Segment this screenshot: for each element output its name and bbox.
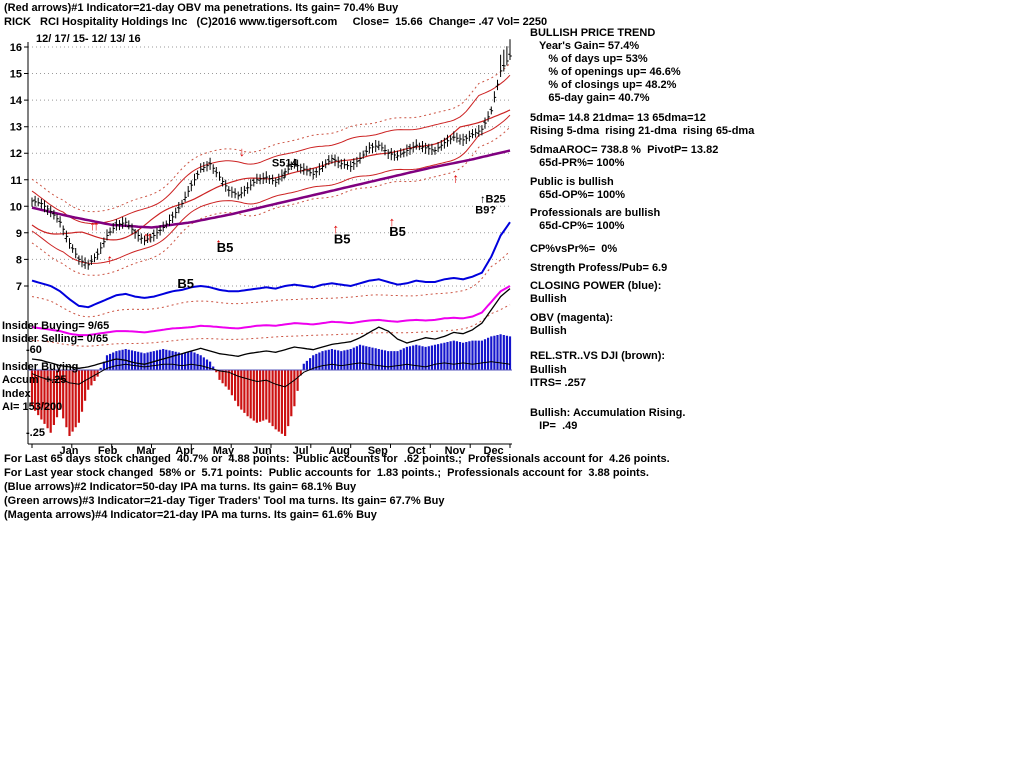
analysis-panel-line: % of closings up= 48.2% bbox=[530, 79, 677, 91]
analysis-panel-line: Bullish bbox=[530, 364, 567, 376]
analysis-panel-line: CP%vsPr%= 0% bbox=[530, 243, 618, 255]
indicator-1-legend: (Red arrows)#1 Indicator=21-day OBV ma p… bbox=[4, 2, 399, 14]
month-axis-label: Aug bbox=[329, 445, 350, 457]
price-axis-tick-label: 8 bbox=[16, 254, 22, 266]
footer-line: (Green arrows)#3 Indicator=21-day Tiger … bbox=[4, 495, 445, 507]
chart-left-label: AI= 153/200 bbox=[2, 401, 63, 413]
analysis-panel-line: 5dmaAROC= 738.8 % PivotP= 13.82 bbox=[530, 144, 719, 156]
signal-label: B5 bbox=[389, 224, 406, 239]
signal-arrow-red: ↑ bbox=[452, 170, 459, 185]
analysis-panel: BULLISH PRICE TREND Year's Gain= 57.4% %… bbox=[530, 0, 1020, 450]
price-chart: ↑↑↑↑↑ ↑B5B5↓S514↓↑B5↑B5↑↑B25B9?1615141312… bbox=[10, 39, 512, 457]
rel-strength-line bbox=[31, 288, 511, 369]
chart-left-label: Index bbox=[2, 388, 31, 400]
price-axis-tick-label: 11 bbox=[10, 175, 22, 187]
price-axis-tick-label: 7 bbox=[16, 281, 22, 293]
obv-line bbox=[31, 285, 511, 337]
accumulation-bars-positive bbox=[99, 334, 512, 370]
price-axis-tick-label: 13 bbox=[10, 122, 22, 134]
signal-arrow-red: ↑ bbox=[332, 221, 339, 236]
analysis-panel-line: Public is bullish bbox=[530, 176, 614, 188]
closing-power-line bbox=[31, 221, 511, 309]
signal-arrow-red: ↑ bbox=[389, 214, 396, 229]
signal-arrow-red: ↑ bbox=[107, 251, 114, 266]
signal-label: ↓ bbox=[281, 166, 288, 181]
signal-label: B5 bbox=[217, 240, 234, 255]
footer-line: (Blue arrows)#2 Indicator=50-day IPA ma … bbox=[4, 481, 357, 493]
month-axis-label: Jul bbox=[293, 445, 309, 457]
chart-left-label: Insider Selling= 0/65 bbox=[2, 333, 109, 345]
price-axis-tick-label: 15 bbox=[10, 69, 22, 81]
chart-left-label: -60 bbox=[26, 344, 42, 356]
analysis-panel-line: % of openings up= 46.6% bbox=[530, 66, 681, 78]
chart-left-label: Accum +.25 bbox=[2, 374, 67, 386]
analysis-panel-line: OBV (magenta): bbox=[530, 312, 614, 324]
month-axis-label: Sep bbox=[368, 445, 388, 457]
month-axis-label: Apr bbox=[175, 445, 195, 457]
month-axis-label: Jan bbox=[60, 445, 79, 457]
chart-left-label: Insider Buying= 9/65 bbox=[2, 320, 110, 332]
month-axis-label: May bbox=[213, 445, 235, 457]
month-axis-label: Feb bbox=[98, 445, 118, 457]
month-axis-label: Mar bbox=[136, 445, 156, 457]
month-axis-label: Nov bbox=[445, 445, 467, 457]
ma-21day-line bbox=[31, 109, 511, 241]
analysis-panel-line: Professionals are bullish bbox=[530, 207, 661, 219]
signal-arrow-red: ↓ bbox=[239, 144, 246, 159]
analysis-panel-line: 5dma= 14.8 21dma= 13 65dma=12 bbox=[530, 112, 706, 124]
analysis-panel-line: % of days up= 53% bbox=[530, 53, 648, 65]
analysis-panel-line: 65d-PR%= 100% bbox=[530, 157, 625, 169]
price-axis-tick-label: 9 bbox=[16, 228, 22, 240]
date-range-label: 12/ 17/ 15- 12/ 13/ 16 bbox=[36, 33, 141, 45]
footer-line: (Magenta arrows)#4 Indicator=21-day IPA … bbox=[4, 509, 377, 521]
signal-label: B5 bbox=[177, 276, 194, 291]
price-axis-tick-label: 10 bbox=[10, 201, 22, 213]
analysis-panel-line: 65-day gain= 40.7% bbox=[530, 92, 650, 104]
lower-dotted-band bbox=[31, 126, 511, 276]
signal-arrow-red: ↑↑ bbox=[143, 229, 152, 244]
accum-index-line bbox=[31, 361, 511, 388]
analysis-panel-line: CLOSING POWER (blue): bbox=[530, 280, 662, 292]
analysis-panel-line: 65d-CP%= 100% bbox=[530, 220, 625, 232]
ma-65day-line bbox=[31, 149, 511, 229]
analysis-panel-line: ITRS= .257 bbox=[530, 377, 586, 389]
analysis-panel-line: Strength Profess/Pub= 6.9 bbox=[530, 262, 668, 274]
signal-label: B9? bbox=[475, 205, 496, 217]
candlesticks-path bbox=[31, 39, 512, 270]
chart-left-label: Insider Buying bbox=[2, 361, 79, 373]
analysis-panel-line: BULLISH PRICE TREND bbox=[530, 27, 656, 39]
lower-band bbox=[31, 114, 511, 264]
closing-power-dotted-band bbox=[31, 250, 511, 318]
footer-line: For Last 65 days stock changed 40.7% or … bbox=[4, 453, 670, 465]
analysis-panel-line: IP= .49 bbox=[530, 420, 578, 432]
signal-label: S514 bbox=[272, 158, 299, 170]
axis-lines bbox=[24, 42, 512, 448]
analysis-panel-line: Bullish bbox=[530, 325, 567, 337]
month-axis-label: Jun bbox=[252, 445, 272, 457]
obv-dotted-band bbox=[31, 304, 511, 347]
signal-label: B5 bbox=[334, 232, 351, 247]
analysis-panel-line: Bullish: Accumulation Rising. bbox=[530, 407, 686, 419]
upper-dotted-band bbox=[31, 62, 511, 213]
signal-arrow-red: ↑ bbox=[215, 236, 222, 251]
price-axis-tick-label: 16 bbox=[10, 42, 22, 54]
analysis-panel-line: Rising 5-dma rising 21-dma rising 65-dma bbox=[530, 125, 755, 137]
accumulation-bars-negative bbox=[30, 370, 302, 436]
upper-band bbox=[31, 74, 511, 225]
month-axis-label: Oct bbox=[407, 445, 426, 457]
signal-arrow-red: ↑↑ bbox=[89, 218, 98, 233]
ticker-summary-line: RICK RCI Hospitality Holdings Inc (C)201… bbox=[4, 16, 548, 28]
analysis-panel-line: 65d-OP%= 100% bbox=[530, 189, 626, 201]
analysis-panel-line: Bullish bbox=[530, 293, 567, 305]
chart-left-label: -.25 bbox=[26, 427, 45, 439]
footer-line: For Last year stock changed 58% or 5.71 … bbox=[4, 467, 649, 479]
analysis-panel-line: Year's Gain= 57.4% bbox=[530, 40, 640, 52]
price-axis-tick-label: 12 bbox=[10, 148, 22, 160]
analysis-panel-line: REL.STR..VS DJI (brown): bbox=[530, 350, 666, 362]
footer-legend-lines: For Last 65 days stock changed 40.7% or … bbox=[4, 452, 670, 522]
signal-label: ↑B25 bbox=[480, 193, 506, 205]
price-axis-tick-label: 14 bbox=[10, 95, 23, 107]
month-axis-label: Dec bbox=[484, 445, 504, 457]
